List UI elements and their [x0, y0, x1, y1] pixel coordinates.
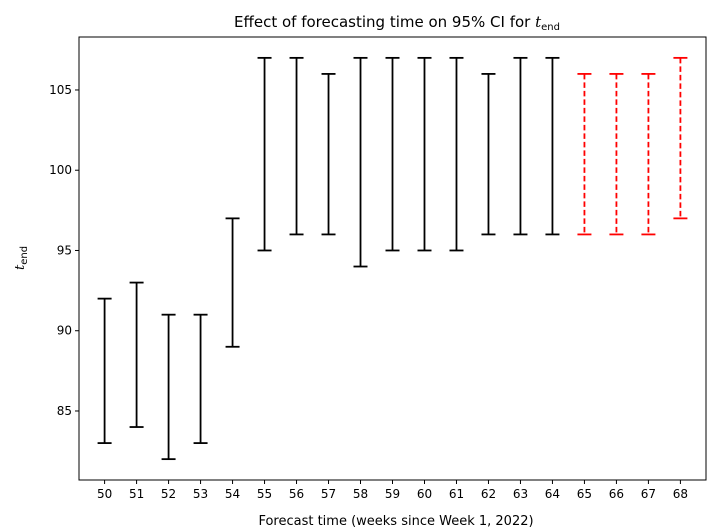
error-bar — [641, 73, 656, 236]
error-bars — [97, 56, 688, 461]
x-tick-label: 51 — [129, 487, 144, 501]
error-bar — [161, 313, 176, 461]
error-bar — [385, 56, 400, 252]
y-tick-label: 85 — [57, 404, 72, 418]
x-tick-label: 67 — [641, 487, 656, 501]
error-bar — [513, 56, 528, 236]
error-bar — [609, 73, 624, 236]
error-bar — [97, 297, 112, 444]
error-bar — [545, 56, 560, 236]
x-tick-label: 61 — [449, 487, 464, 501]
x-tick-label: 63 — [513, 487, 528, 501]
error-bar — [321, 73, 336, 236]
y-tick-label: 105 — [49, 83, 72, 97]
x-tick-label: 65 — [577, 487, 592, 501]
y-axis: 85 90 95 100 105 — [49, 83, 79, 418]
x-tick-label: 62 — [481, 487, 496, 501]
x-tick-label: 64 — [545, 487, 560, 501]
error-bar — [257, 56, 272, 252]
y-tick-label: 100 — [49, 163, 72, 177]
x-tick-label: 58 — [353, 487, 368, 501]
error-bar — [481, 73, 496, 236]
x-tick-label: 56 — [289, 487, 304, 501]
error-bar — [417, 56, 432, 252]
x-tick-label: 57 — [321, 487, 336, 501]
error-bar — [449, 56, 464, 252]
x-tick-label: 50 — [97, 487, 112, 501]
error-bar — [577, 73, 592, 236]
x-tick-label: 54 — [225, 487, 240, 501]
y-tick-label: 90 — [57, 324, 72, 338]
x-tick-label: 52 — [161, 487, 176, 501]
error-bar — [193, 313, 208, 444]
chart-title: Effect of forecasting time on 95% CI for… — [234, 13, 560, 33]
error-bar — [353, 56, 368, 268]
x-tick-label: 55 — [257, 487, 272, 501]
error-bar — [129, 281, 144, 428]
x-tick-label: 53 — [193, 487, 208, 501]
x-axis-title: Forecast time (weeks since Week 1, 2022) — [258, 514, 533, 529]
y-tick-label: 95 — [57, 243, 72, 257]
x-tick-label: 66 — [609, 487, 624, 501]
y-axis-title: tend — [13, 246, 30, 270]
error-bar — [673, 56, 688, 220]
x-axis: 50 51 52 53 54 55 56 57 58 59 60 61 62 63 64 65 66 67 68 — [97, 480, 688, 501]
x-tick-label: 60 — [417, 487, 432, 501]
error-bar — [289, 56, 304, 236]
x-tick-label: 68 — [673, 487, 688, 501]
error-bar — [225, 217, 240, 348]
x-tick-label: 59 — [385, 487, 400, 501]
